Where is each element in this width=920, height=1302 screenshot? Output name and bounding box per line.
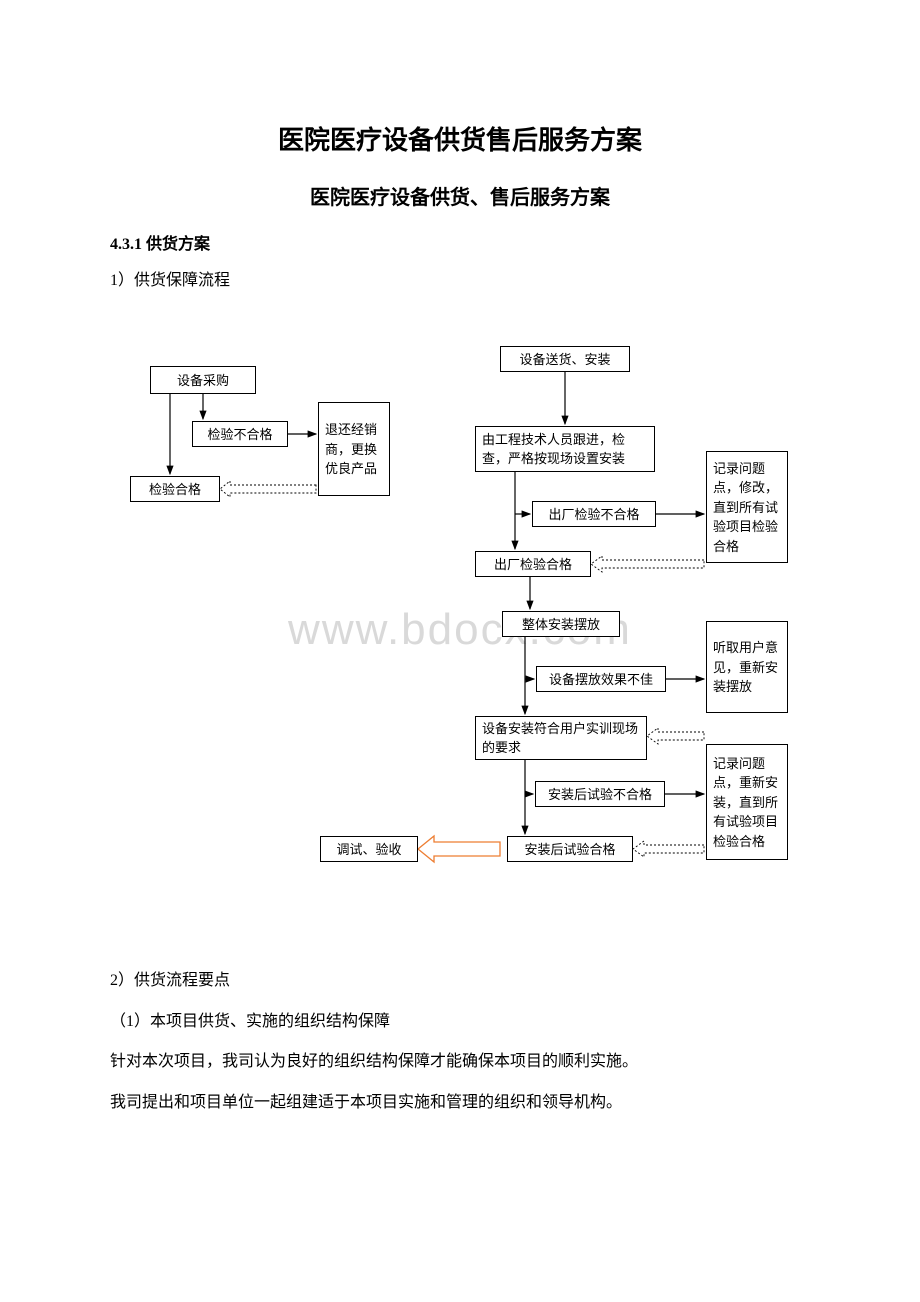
node-factory-pass: 出厂检验合格 bbox=[475, 551, 591, 577]
node-inspect-pass: 检验合格 bbox=[130, 476, 220, 502]
document-page: 医院医疗设备供货售后服务方案 医院医疗设备供货、售后服务方案 4.3.1 供货方… bbox=[0, 0, 920, 1118]
sub-title: 医院医疗设备供货、售后服务方案 bbox=[110, 181, 810, 210]
list-item-2-1: （1）本项目供货、实施的组织结构保障 bbox=[110, 1007, 810, 1037]
paragraph-2: 我司提出和项目单位一起组建适于本项目实施和管理的组织和领导机构。 bbox=[110, 1088, 810, 1118]
main-title: 医院医疗设备供货售后服务方案 bbox=[110, 120, 810, 157]
paragraph-1: 针对本次项目，我司认为良好的组织结构保障才能确保本项目的顺利实施。 bbox=[110, 1047, 810, 1077]
list-item-1: 1）供货保障流程 bbox=[110, 266, 810, 296]
node-procurement: 设备采购 bbox=[150, 366, 256, 394]
node-record-issues-1: 记录问题点，修改，直到所有试验项目检验合格 bbox=[706, 451, 788, 563]
node-factory-fail: 出厂检验不合格 bbox=[532, 501, 656, 527]
node-record-issues-2: 记录问题点，重新安装，直到所有试验项目检验合格 bbox=[706, 744, 788, 860]
node-debug-accept: 调试、验收 bbox=[320, 836, 418, 862]
supply-flowchart: 设备采购 检验不合格 检验合格 退还经销商，更换优良产品 设备送货、安装 由工程… bbox=[130, 336, 830, 936]
node-post-install-fail: 安装后试验不合格 bbox=[535, 781, 665, 807]
list-item-2: 2）供货流程要点 bbox=[110, 966, 810, 996]
node-engineer-check: 由工程技术人员跟进，检查，严格按现场设置安装 bbox=[475, 426, 655, 472]
node-user-feedback: 听取用户意见，重新安装摆放 bbox=[706, 621, 788, 713]
node-overall-placement: 整体安装摆放 bbox=[502, 611, 620, 637]
node-delivery-install: 设备送货、安装 bbox=[500, 346, 630, 372]
node-placement-bad: 设备摆放效果不佳 bbox=[536, 666, 666, 692]
node-inspect-fail: 检验不合格 bbox=[192, 421, 288, 447]
node-return-dealer: 退还经销商，更换优良产品 bbox=[318, 402, 390, 496]
section-heading-431: 4.3.1 供货方案 bbox=[110, 230, 810, 254]
node-post-install-pass: 安装后试验合格 bbox=[507, 836, 633, 862]
node-meets-requirements: 设备安装符合用户实训现场的要求 bbox=[475, 716, 647, 760]
